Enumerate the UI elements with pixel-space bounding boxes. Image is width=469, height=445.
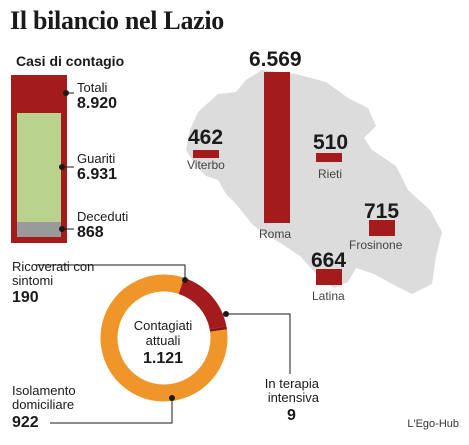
province-name-frosinone: Frosinone <box>349 238 403 252</box>
province-bar-latina <box>316 269 342 285</box>
totali-value: 8.920 <box>77 95 118 112</box>
leader-line <box>226 313 291 374</box>
province-value-rieti: 510 <box>313 131 349 154</box>
donut-segment-ricoverati <box>178 277 227 330</box>
province-name-viterbo: Viterbo <box>187 158 225 172</box>
province-bar-viterbo <box>193 150 219 158</box>
ricoverati-label: Ricoverati con sintomi <box>12 259 95 288</box>
province-value-frosinone: 715 <box>364 200 400 223</box>
totali-label: Totali <box>77 80 108 95</box>
donut-center-label: Contagiati attuali <box>133 318 193 348</box>
leader-dot <box>223 311 229 317</box>
province-bar-roma <box>264 72 290 223</box>
cases-subtitle: Casi di contagio <box>16 53 125 69</box>
lazio-map <box>186 70 442 294</box>
province-value-roma: 6.569 <box>249 48 302 71</box>
deceduti-label: Deceduti <box>77 209 129 224</box>
ricoverati-value: 190 <box>12 289 39 306</box>
province-bar-frosinone <box>369 220 395 236</box>
donut-chart <box>100 274 228 402</box>
leader-line <box>35 264 186 280</box>
leader-dot <box>182 277 188 283</box>
leader-dot <box>169 395 175 401</box>
donut-segment-isolamento <box>100 274 228 402</box>
province-name-rieti: Rieti <box>318 167 343 181</box>
page-title: Il bilancio nel Lazio <box>10 6 225 35</box>
province-value-latina: 664 <box>311 249 347 272</box>
leader-line <box>50 398 173 424</box>
source-credit: L'Ego-Hub <box>407 418 459 430</box>
deceduti-value: 868 <box>77 224 104 241</box>
terapia-intensiva-value: 9 <box>287 407 296 424</box>
guariti-label: Guariti <box>77 151 116 166</box>
province-value-viterbo: 462 <box>188 126 224 149</box>
cases-bar-deceduti <box>17 222 61 237</box>
isolamento-label: Isolamento domiciliare <box>12 383 76 412</box>
province-name-roma: Roma <box>259 227 292 241</box>
isolamento-value: 922 <box>12 414 39 431</box>
province-name-latina: Latina <box>312 289 345 303</box>
terapia-intensiva-label: In terapia intensiva <box>264 376 319 405</box>
guariti-value: 6.931 <box>77 166 118 183</box>
province-bar-rieti <box>316 153 342 162</box>
cases-bar-guariti <box>17 113 61 222</box>
donut-center-value: 1.121 <box>142 350 184 367</box>
